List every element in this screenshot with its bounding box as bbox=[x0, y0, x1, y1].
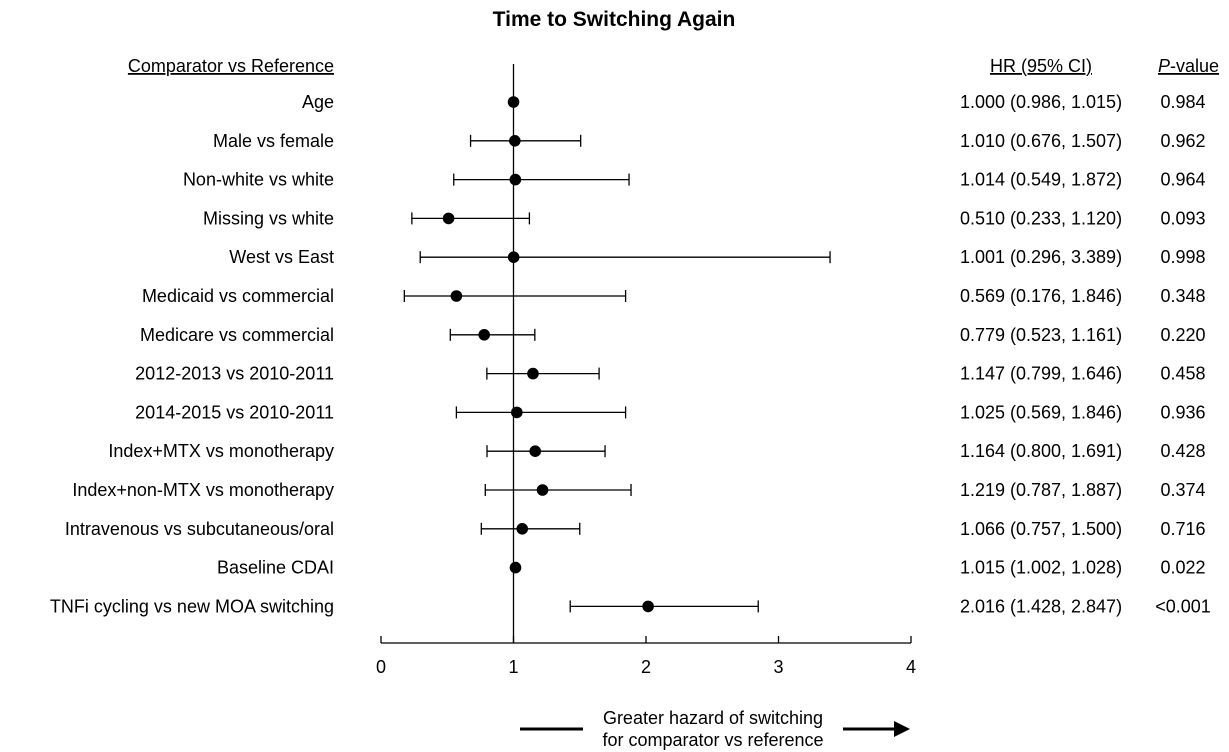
x-axis: 0 1 2 3 4 bbox=[376, 636, 916, 677]
hr-ci-value: 1.014 (0.549, 1.872) bbox=[960, 170, 1122, 190]
hr-point bbox=[511, 406, 523, 419]
x-tick-label: 4 bbox=[906, 657, 916, 677]
row-label: Age bbox=[302, 92, 334, 112]
hr-ci-value: 1.066 (0.757, 1.500) bbox=[960, 519, 1122, 539]
hr-column-header: HR (95% CI) bbox=[990, 56, 1092, 76]
p-value-header-rest: -value bbox=[1170, 56, 1219, 76]
row-label: Baseline CDAI bbox=[217, 558, 334, 578]
hr-ci-value: 1.001 (0.296, 3.389) bbox=[960, 247, 1122, 267]
hr-ci-value: 1.000 (0.986, 1.015) bbox=[960, 92, 1122, 112]
p-value: 0.962 bbox=[1160, 131, 1205, 151]
p-value: 0.964 bbox=[1160, 170, 1205, 190]
row-label: Index+MTX vs monotherapy bbox=[108, 441, 334, 461]
row-label: Male vs female bbox=[213, 131, 334, 151]
chart-title: Time to Switching Again bbox=[493, 8, 736, 31]
p-value: 0.716 bbox=[1160, 519, 1205, 539]
hr-point bbox=[450, 290, 463, 302]
hr-ci-value: 1.147 (0.799, 1.646) bbox=[960, 364, 1122, 384]
hr-point bbox=[478, 329, 491, 341]
hr-point bbox=[516, 523, 529, 535]
p-value: 0.936 bbox=[1160, 402, 1205, 422]
row-label: West vs East bbox=[229, 247, 334, 267]
row-label: Intravenous vs subcutaneous/oral bbox=[65, 519, 334, 539]
p-value-header-italic: P bbox=[1158, 56, 1170, 76]
forest-row: Medicare vs commercial 0.779 (0.523, 1.16… bbox=[140, 325, 1206, 345]
forest-row: Age 1.000 (0.986, 1.015) 0.984 bbox=[302, 92, 1206, 112]
row-label: Medicaid vs commercial bbox=[142, 286, 334, 306]
hr-point bbox=[507, 251, 520, 263]
forest-row: Index+non-MTX vs monotherapy 1.219 (0.787… bbox=[72, 480, 1205, 500]
hr-point bbox=[509, 561, 522, 574]
p-value: 0.022 bbox=[1160, 558, 1205, 578]
p-value: 0.998 bbox=[1160, 247, 1205, 267]
p-value: 0.348 bbox=[1160, 286, 1205, 306]
forest-row: Medicaid vs commercial 0.569 (0.176, 1.84… bbox=[142, 286, 1206, 306]
x-tick-label: 1 bbox=[508, 657, 518, 677]
hr-point bbox=[527, 367, 539, 380]
rows-group: Age 1.000 (0.986, 1.015) 0.984 Male vs fema… bbox=[50, 64, 1211, 643]
annotation-text-line1: Greater hazard of switching bbox=[603, 708, 823, 728]
forest-row: West vs East 1.001 (0.296, 3.389) 0.998 bbox=[229, 247, 1205, 267]
hr-ci-value: 1.164 (0.800, 1.691) bbox=[960, 441, 1122, 461]
x-tick-label: 0 bbox=[376, 657, 386, 677]
label-column-header: Comparator vs Reference bbox=[128, 56, 334, 76]
p-value: 0.458 bbox=[1160, 364, 1205, 384]
x-tick-label: 2 bbox=[641, 657, 651, 677]
forest-row: Missing vs white 0.510 (0.233, 1.120) 0.09… bbox=[203, 208, 1206, 228]
p-value: <0.001 bbox=[1155, 596, 1211, 616]
row-label: Non-white vs white bbox=[183, 170, 334, 190]
forest-row: Baseline CDAI 1.015 (1.002, 1.028) 0.022 bbox=[217, 558, 1206, 578]
hr-point bbox=[507, 96, 520, 108]
hr-point bbox=[536, 484, 549, 496]
hr-ci-value: 1.025 (0.569, 1.846) bbox=[960, 402, 1122, 422]
annotation-text-line2: for comparator vs reference bbox=[602, 730, 823, 750]
row-label: Missing vs white bbox=[203, 208, 334, 228]
row-label: TNFi cycling vs new MOA switching bbox=[50, 596, 334, 616]
hr-point bbox=[529, 445, 542, 458]
row-label: Medicare vs commercial bbox=[140, 325, 334, 345]
hr-ci-value: 0.779 (0.523, 1.161) bbox=[960, 325, 1122, 345]
p-value: 0.374 bbox=[1160, 480, 1205, 500]
p-value: 0.984 bbox=[1160, 92, 1205, 112]
direction-annotation: Greater hazard of switching for comparat… bbox=[520, 708, 910, 750]
p-value: 0.093 bbox=[1160, 208, 1205, 228]
hr-ci-value: 2.016 (1.428, 2.847) bbox=[960, 596, 1122, 616]
p-value-column-header: P-value bbox=[1158, 56, 1219, 76]
forest-row: Non-white vs white 1.014 (0.549, 1.872) 0.… bbox=[183, 170, 1206, 190]
forest-row: Index+MTX vs monotherapy 1.164 (0.800, 1.… bbox=[108, 441, 1205, 461]
hr-ci-value: 1.015 (1.002, 1.028) bbox=[960, 558, 1122, 578]
forest-row: Male vs female 1.010 (0.676, 1.507) 0.962 bbox=[213, 131, 1206, 151]
hr-point bbox=[642, 600, 654, 613]
hr-ci-value: 0.510 (0.233, 1.120) bbox=[960, 208, 1122, 228]
hr-ci-value: 0.569 (0.176, 1.846) bbox=[960, 286, 1122, 306]
row-label: 2012-2013 vs 2010-2011 bbox=[135, 364, 334, 384]
hr-ci-value: 1.010 (0.676, 1.507) bbox=[960, 131, 1122, 151]
row-label: Index+non-MTX vs monotherapy bbox=[72, 480, 334, 500]
hr-point bbox=[509, 173, 522, 186]
hr-point bbox=[442, 212, 455, 225]
p-value: 0.428 bbox=[1160, 441, 1205, 461]
x-tick-label: 3 bbox=[773, 657, 783, 677]
arrow-head-icon bbox=[894, 721, 910, 737]
p-value: 0.220 bbox=[1160, 325, 1205, 345]
forest-row: 2014-2015 vs 2010-2011 1.025 (0.569, 1.84… bbox=[135, 402, 1205, 422]
hr-ci-value: 1.219 (0.787, 1.887) bbox=[960, 480, 1122, 500]
row-label: 2014-2015 vs 2010-2011 bbox=[135, 402, 334, 422]
hr-point bbox=[509, 135, 521, 147]
forest-row: TNFi cycling vs new MOA switching 2.016 (… bbox=[50, 596, 1211, 616]
forest-row: Intravenous vs subcutaneous/oral 1.066 (0… bbox=[65, 519, 1206, 539]
forest-row: 2012-2013 vs 2010-2011 1.147 (0.799, 1.64… bbox=[135, 364, 1205, 384]
